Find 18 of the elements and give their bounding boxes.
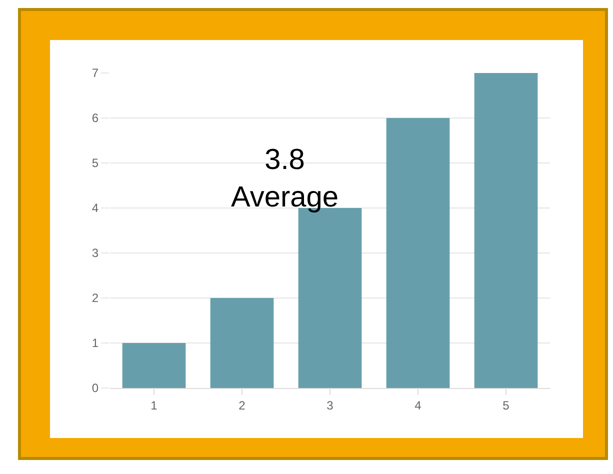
annotation: 3.8 Average <box>231 144 338 214</box>
y-tick-label: 0 <box>92 381 99 396</box>
y-tick-label: 7 <box>92 66 99 80</box>
y-tick-label: 1 <box>92 336 99 350</box>
y-tick-label: 3 <box>92 246 99 260</box>
x-tick-label: 2 <box>238 398 246 412</box>
y-tick-label: 2 <box>92 291 99 306</box>
bar <box>474 73 538 388</box>
x-tick-label: 3 <box>326 398 334 412</box>
x-tick-label: 1 <box>150 398 158 412</box>
bar <box>122 343 186 388</box>
y-tick-label: 5 <box>92 156 99 170</box>
y-tick-label: 6 <box>92 111 99 126</box>
y-tick-label: 4 <box>92 201 99 216</box>
x-tick-label: 4 <box>414 398 422 412</box>
x-tick-label: 5 <box>502 398 510 412</box>
bar <box>210 298 274 388</box>
bar <box>386 118 450 388</box>
